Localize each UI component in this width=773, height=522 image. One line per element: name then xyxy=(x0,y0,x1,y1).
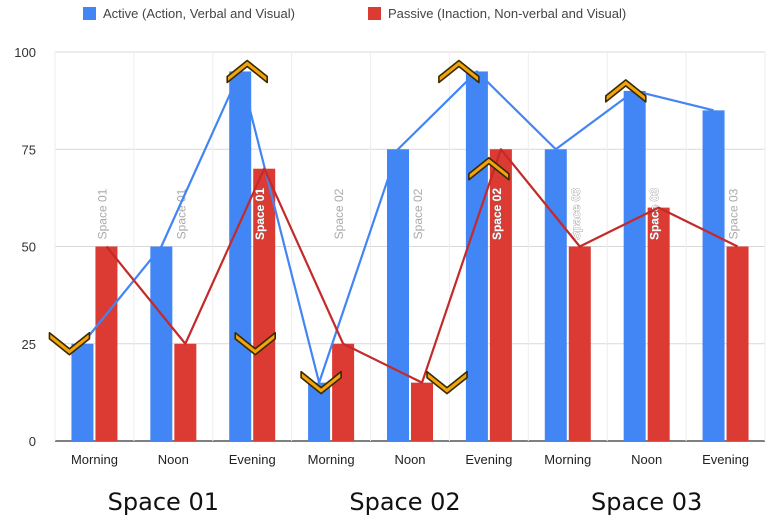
x-axis: Morning Noon Evening Morning Noon Evening Morn… xyxy=(71,452,749,467)
bar-label: Space 02 xyxy=(490,188,504,240)
bar-label: Space 03 xyxy=(727,188,741,239)
bar-active xyxy=(387,149,409,441)
y-tick-label: 75 xyxy=(22,142,36,157)
x-tick-label: Evening xyxy=(702,452,749,467)
bar-active xyxy=(545,149,567,441)
x-tick-label: Noon xyxy=(394,452,425,467)
bar-label: Space 03 xyxy=(569,188,583,240)
bar-active xyxy=(150,247,172,442)
y-tick-label: 0 xyxy=(29,434,36,449)
y-axis: 0 25 50 75 100 xyxy=(14,45,36,449)
bar-passive xyxy=(174,344,196,441)
x-tick-label: Morning xyxy=(71,452,118,467)
bar-passive xyxy=(411,383,433,441)
group-label: Space 01 xyxy=(108,488,219,516)
y-tick-label: 50 xyxy=(22,240,36,255)
bar-label: Space 02 xyxy=(411,188,425,239)
bar-active xyxy=(229,71,251,441)
x-tick-label: Morning xyxy=(308,452,355,467)
legend-swatch xyxy=(83,7,96,20)
group-labels: Space 01 Space 02 Space 03 xyxy=(108,488,703,516)
x-tick-label: Noon xyxy=(631,452,662,467)
legend-label: Passive (Inaction, Non-verbal and Visual… xyxy=(388,6,626,21)
bar-label: Space 02 xyxy=(332,188,346,239)
y-tick-label: 100 xyxy=(14,45,36,60)
x-tick-label: Evening xyxy=(465,452,512,467)
x-tick-label: Morning xyxy=(544,452,591,467)
bar-label: Space 01 xyxy=(253,188,267,240)
legend: Active (Action, Verbal and Visual) Passiv… xyxy=(83,6,626,21)
group-label: Space 02 xyxy=(349,488,460,516)
bar-active xyxy=(466,71,488,441)
bar-passive xyxy=(332,344,354,441)
x-tick-label: Noon xyxy=(158,452,189,467)
bar-active xyxy=(624,91,646,441)
bars xyxy=(71,71,748,441)
bar-passive xyxy=(727,247,749,442)
bar-label: Space 03 xyxy=(648,188,662,240)
bar-passive xyxy=(569,247,591,442)
bar-passive xyxy=(648,208,670,441)
bar-passive xyxy=(95,247,117,442)
group-label: Space 03 xyxy=(591,488,702,516)
bar-active xyxy=(71,344,93,441)
y-tick-label: 25 xyxy=(22,337,36,352)
x-tick-label: Evening xyxy=(229,452,276,467)
legend-swatch xyxy=(368,7,381,20)
bar-label: Space 01 xyxy=(95,188,109,239)
legend-label: Active (Action, Verbal and Visual) xyxy=(103,6,295,21)
bar-active xyxy=(703,110,725,441)
